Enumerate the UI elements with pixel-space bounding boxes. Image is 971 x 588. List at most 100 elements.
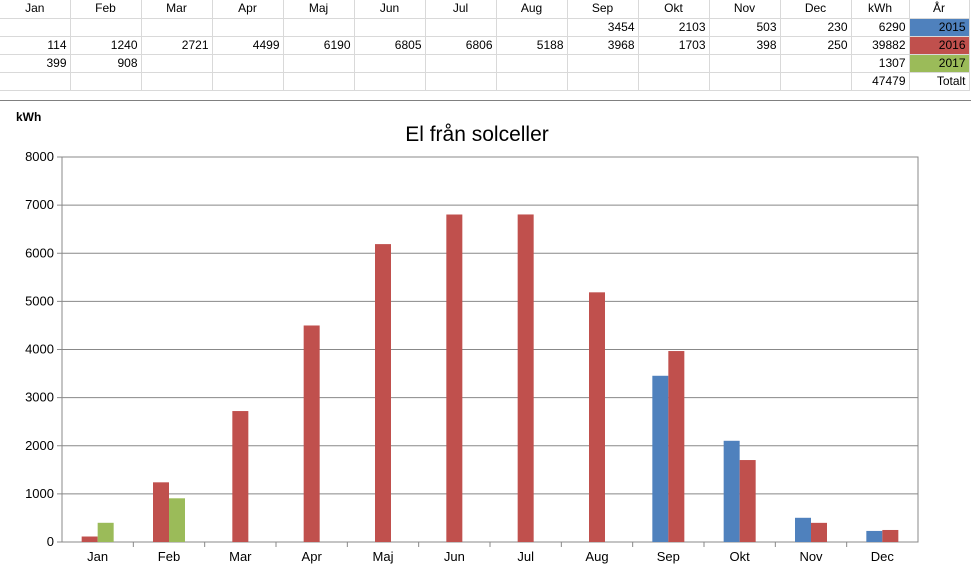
kwh-total-cell[interactable]: 39882 bbox=[851, 36, 910, 55]
month-header[interactable]: Feb bbox=[70, 0, 142, 19]
empty-cell[interactable] bbox=[567, 72, 639, 91]
empty-cell[interactable] bbox=[141, 72, 213, 91]
value-cell[interactable]: 5188 bbox=[496, 36, 568, 55]
month-header[interactable]: Nov bbox=[709, 0, 781, 19]
bar[interactable] bbox=[668, 351, 685, 542]
value-cell[interactable] bbox=[496, 18, 568, 37]
month-header[interactable]: Aug bbox=[496, 0, 568, 19]
value-cell[interactable]: 6190 bbox=[283, 36, 355, 55]
bar[interactable] bbox=[446, 214, 463, 542]
value-cell[interactable]: 4499 bbox=[212, 36, 284, 55]
value-cell[interactable] bbox=[212, 54, 284, 73]
value-cell[interactable]: 398 bbox=[709, 36, 781, 55]
bar[interactable] bbox=[589, 292, 605, 542]
bar[interactable] bbox=[795, 517, 811, 542]
month-header[interactable]: Mar bbox=[141, 0, 213, 19]
month-header[interactable]: Okt bbox=[638, 0, 710, 19]
month-header[interactable]: Sep bbox=[567, 0, 639, 19]
bar[interactable] bbox=[517, 214, 534, 542]
sheet-row: 399 908 1307 2017 bbox=[0, 54, 970, 73]
y-tick-label: 8000 bbox=[25, 149, 54, 164]
value-cell[interactable]: 114 bbox=[0, 36, 71, 55]
grand-total-cell[interactable]: 47479 bbox=[851, 72, 910, 91]
value-cell[interactable] bbox=[70, 18, 142, 37]
value-cell[interactable] bbox=[709, 54, 781, 73]
value-cell[interactable]: 250 bbox=[780, 36, 852, 55]
value-cell[interactable] bbox=[354, 18, 426, 37]
empty-cell[interactable] bbox=[496, 72, 568, 91]
bar[interactable] bbox=[169, 498, 185, 542]
kwh-header[interactable]: kWh bbox=[851, 0, 910, 19]
empty-cell[interactable] bbox=[70, 72, 142, 91]
value-cell[interactable]: 6806 bbox=[425, 36, 497, 55]
empty-cell[interactable] bbox=[709, 72, 781, 91]
value-cell[interactable] bbox=[567, 54, 639, 73]
value-cell[interactable] bbox=[425, 54, 497, 73]
value-cell[interactable]: 2721 bbox=[141, 36, 213, 55]
value-cell[interactable]: 1703 bbox=[638, 36, 710, 55]
value-cell[interactable] bbox=[212, 18, 284, 37]
bar[interactable] bbox=[303, 325, 320, 542]
empty-cell[interactable] bbox=[638, 72, 710, 91]
value-cell[interactable]: 2103 bbox=[638, 18, 710, 37]
value-cell[interactable]: 6805 bbox=[354, 36, 426, 55]
chart-area: kWh El från solceller 0 1000 2000 3000 4000 5… bbox=[0, 100, 971, 583]
month-header[interactable]: Maj bbox=[283, 0, 355, 19]
bar[interactable] bbox=[81, 536, 98, 542]
x-tick-label: Jun bbox=[444, 549, 465, 564]
value-cell[interactable] bbox=[425, 18, 497, 37]
bar[interactable] bbox=[882, 529, 899, 542]
value-cell[interactable] bbox=[354, 54, 426, 73]
bar[interactable] bbox=[153, 482, 169, 542]
value-cell[interactable]: 908 bbox=[70, 54, 142, 73]
kwh-total-cell[interactable]: 6290 bbox=[851, 18, 910, 37]
empty-cell[interactable] bbox=[283, 72, 355, 91]
empty-cell[interactable] bbox=[212, 72, 284, 91]
empty-cell[interactable] bbox=[780, 72, 852, 91]
value-cell[interactable] bbox=[141, 18, 213, 37]
empty-cell[interactable] bbox=[0, 72, 71, 91]
sheet-total-row: 47479 Totalt bbox=[0, 72, 970, 91]
value-cell[interactable]: 399 bbox=[0, 54, 71, 73]
month-header[interactable]: Dec bbox=[780, 0, 852, 19]
year-header[interactable]: År bbox=[909, 0, 970, 19]
month-header[interactable]: Jul bbox=[425, 0, 497, 19]
value-cell[interactable]: 3454 bbox=[567, 18, 639, 37]
x-tick-label: Jan bbox=[87, 549, 108, 564]
value-cell[interactable]: 3968 bbox=[567, 36, 639, 55]
value-cell[interactable]: 1240 bbox=[70, 36, 142, 55]
total-label-cell[interactable]: Totalt bbox=[909, 72, 970, 91]
bar[interactable] bbox=[375, 244, 391, 542]
sheet-row: 3454 2103 503 230 6290 2015 bbox=[0, 18, 970, 37]
y-tick-label: 7000 bbox=[25, 197, 54, 212]
x-tick-label: Dec bbox=[871, 549, 895, 564]
year-cell[interactable]: 2016 bbox=[909, 36, 970, 55]
bar[interactable] bbox=[739, 460, 756, 542]
value-cell[interactable]: 503 bbox=[709, 18, 781, 37]
month-header[interactable]: Apr bbox=[212, 0, 284, 19]
empty-cell[interactable] bbox=[354, 72, 426, 91]
sheet-row: 114 1240 2721 4499 6190 6805 6806 5188 3968 1703 3… bbox=[0, 36, 970, 55]
empty-cell[interactable] bbox=[425, 72, 497, 91]
value-cell[interactable] bbox=[780, 54, 852, 73]
value-cell[interactable] bbox=[496, 54, 568, 73]
month-header[interactable]: Jun bbox=[354, 0, 426, 19]
bar[interactable] bbox=[723, 440, 740, 542]
axes: 0 1000 2000 3000 4000 5000 6000 7000 8000 Jan Feb M… bbox=[25, 149, 894, 564]
bar[interactable] bbox=[652, 375, 669, 542]
bar[interactable] bbox=[866, 530, 883, 542]
bar[interactable] bbox=[811, 522, 827, 542]
month-header[interactable]: Jan bbox=[0, 0, 71, 19]
value-cell[interactable] bbox=[0, 18, 71, 37]
bar[interactable] bbox=[232, 411, 249, 542]
value-cell[interactable] bbox=[141, 54, 213, 73]
kwh-total-cell[interactable]: 1307 bbox=[851, 54, 910, 73]
year-cell[interactable]: 2017 bbox=[909, 54, 970, 73]
value-cell[interactable] bbox=[283, 18, 355, 37]
value-cell[interactable]: 230 bbox=[780, 18, 852, 37]
value-cell[interactable] bbox=[283, 54, 355, 73]
value-cell[interactable] bbox=[638, 54, 710, 73]
y-axis-label: kWh bbox=[16, 110, 41, 124]
year-cell[interactable]: 2015 bbox=[909, 18, 970, 37]
bar[interactable] bbox=[97, 522, 114, 542]
